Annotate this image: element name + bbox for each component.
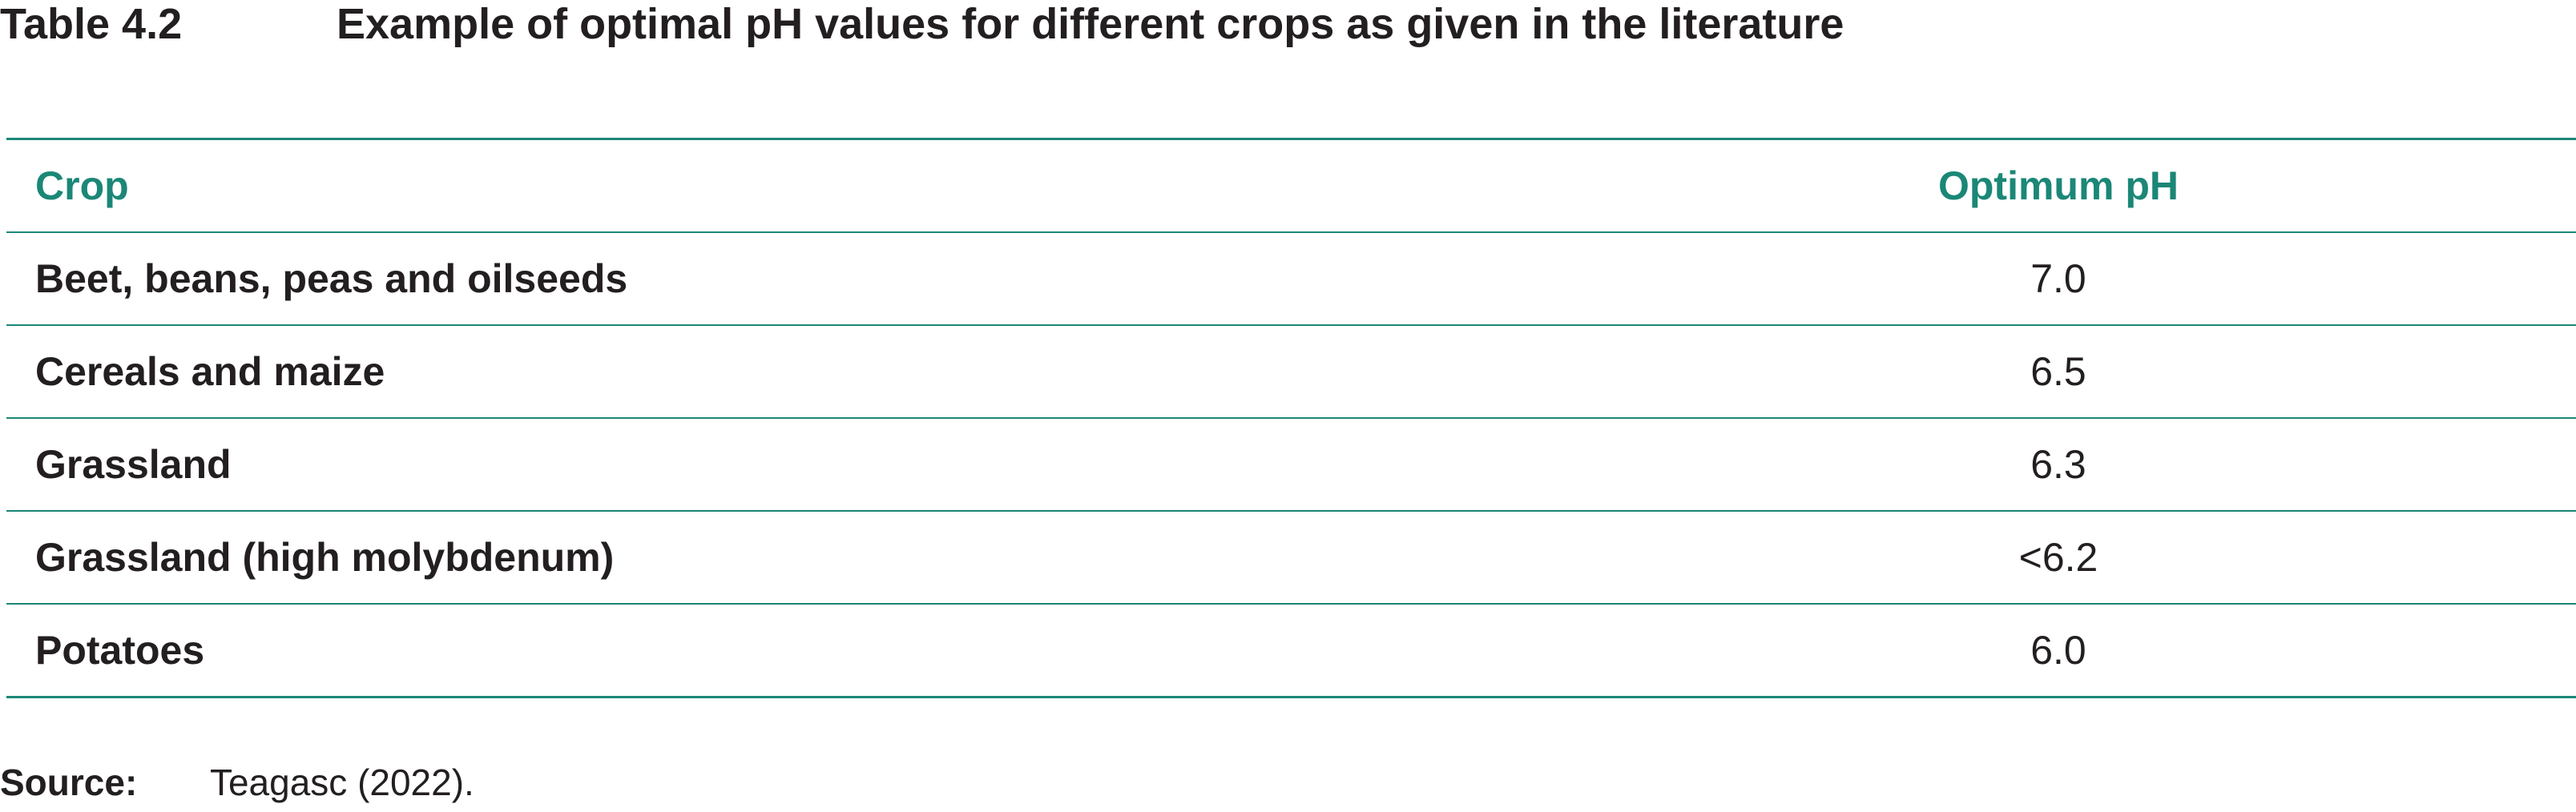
crop-cell: Potatoes (6, 604, 1730, 698)
ph-cell: 6.3 (1730, 418, 2576, 512)
table-number: Table 4.2 (0, 0, 183, 48)
table-row: Grassland 6.3 (6, 418, 2576, 512)
crop-cell: Cereals and maize (6, 325, 1730, 419)
ph-cell: 7.0 (1730, 232, 2576, 326)
ph-cell: 6.0 (1730, 604, 2576, 698)
ph-cell: 6.5 (1730, 325, 2576, 419)
source-label: Source: (0, 762, 138, 803)
source-text: Teagasc (2022). (209, 762, 474, 803)
table-row: Cereals and maize 6.5 (6, 325, 2576, 419)
crop-cell: Beet, beans, peas and oilseeds (6, 232, 1730, 326)
table-title: Example of optimal pH values for differe… (337, 0, 1844, 48)
table-row: Potatoes 6.0 (6, 604, 2576, 698)
table-header-row: Crop Optimum pH (6, 138, 2576, 233)
table-row: Grassland (high molybdenum) <6.2 (6, 511, 2576, 605)
table-row: Beet, beans, peas and oilseeds 7.0 (6, 232, 2576, 326)
table-caption: Table 4.2 Example of optimal pH values f… (0, 0, 1844, 48)
optimum-ph-column-header: Optimum pH (1730, 138, 2576, 233)
source-note: Source: Teagasc (2022). (0, 761, 474, 804)
crop-column-header: Crop (6, 138, 1730, 233)
crop-cell: Grassland (6, 418, 1730, 512)
ph-table: Crop Optimum pH Beet, beans, peas and oi… (6, 138, 2576, 698)
ph-table-container: Crop Optimum pH Beet, beans, peas and oi… (6, 138, 2576, 698)
ph-cell: <6.2 (1730, 511, 2576, 605)
crop-cell: Grassland (high molybdenum) (6, 511, 1730, 605)
